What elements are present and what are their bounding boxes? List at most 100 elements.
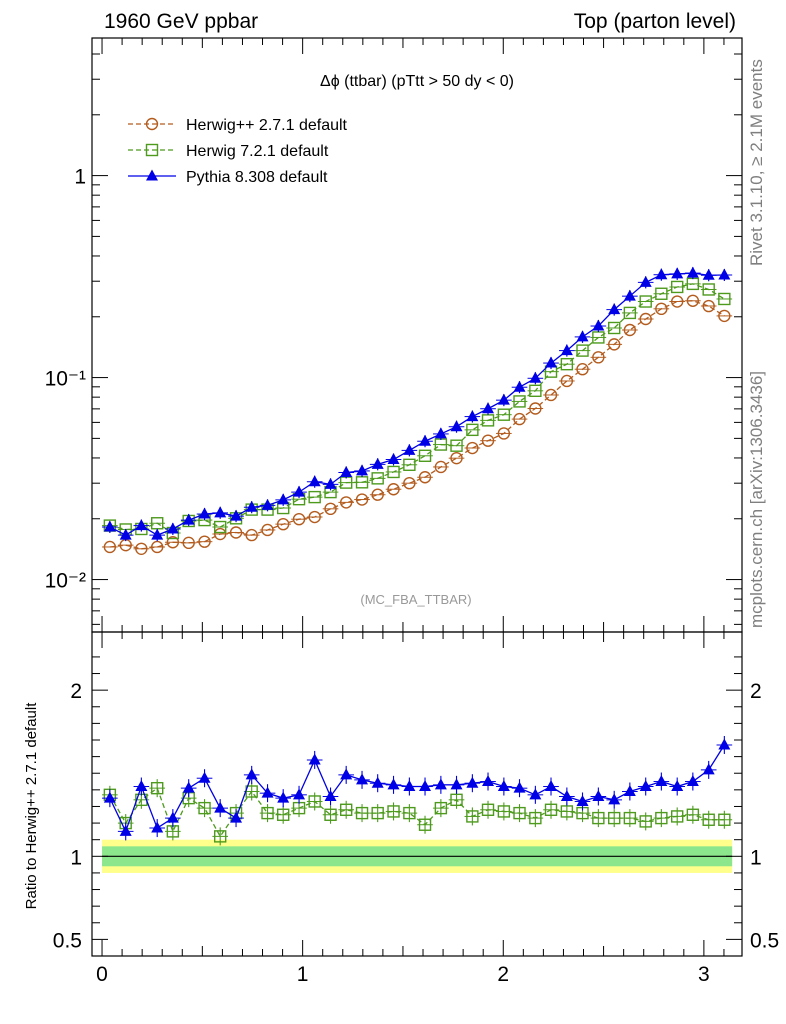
data-point-0-16 (355, 493, 369, 506)
data-point-2-7 (214, 506, 227, 518)
data-point-2-15 (340, 465, 353, 477)
x-tick-label-0: 0 (96, 963, 108, 986)
data-point-1-29 (560, 357, 574, 371)
data-point-0-0 (103, 540, 117, 554)
ratio-point-0-14 (324, 808, 337, 821)
data-point-0-7 (213, 527, 227, 541)
ratio-y-axis-label: Ratio to Herwig++ 2.7.1 default (23, 702, 40, 910)
data-point-2-37 (686, 266, 699, 278)
data-point-0-12 (292, 512, 306, 526)
ratio-point-0-28 (544, 803, 558, 816)
data-point-0-31 (592, 351, 605, 364)
data-point-2-34 (639, 275, 652, 287)
chart-title: Δϕ (ttbar) (pTtt > 50 dy < 0) (320, 73, 514, 90)
data-point-0-37 (686, 294, 700, 307)
ratio-point-1-24 (482, 775, 495, 787)
data-point-0-17 (371, 488, 384, 501)
data-point-1-17 (371, 472, 384, 485)
data-point-1-13 (308, 490, 321, 504)
ratio-axis-ticks: 0.5 0.5 1 1 2 2 0 1 2 3 (53, 632, 779, 986)
ratio-point-1-0 (103, 791, 116, 803)
ratio-point-1-5 (182, 781, 195, 793)
ratio-point-1-25 (497, 780, 510, 792)
ratio-point-1-13 (308, 753, 321, 765)
x-tick-label-2: 2 (497, 963, 509, 986)
ratio-point-0-11 (276, 808, 290, 821)
legend-label-1: Herwig 7.2.1 default (186, 143, 329, 160)
data-point-1-36 (671, 280, 684, 294)
data-point-0-14 (324, 502, 337, 516)
data-point-2-19 (403, 443, 416, 455)
ratio-point-0-23 (466, 810, 479, 823)
ratio-point-1-22 (450, 778, 463, 790)
legend-label-0: Herwig++ 2.7.1 default (186, 117, 348, 134)
data-point-0-35 (655, 302, 668, 316)
data-point-1-35 (655, 287, 668, 300)
data-point-1-39 (718, 292, 731, 306)
ratio-point-1-20 (419, 780, 432, 792)
ratio-point-0-15 (339, 803, 353, 816)
ratio-y-tick-label-left-1: 1 (70, 846, 82, 869)
data-point-0-23 (466, 441, 479, 455)
ratio-point-1-15 (340, 768, 353, 780)
data-point-2-28 (545, 356, 558, 368)
ratio-point-1-1 (119, 824, 132, 836)
ratio-point-0-39 (718, 813, 731, 826)
ratio-point-1-28 (545, 780, 558, 792)
data-point-0-28 (544, 388, 558, 402)
ratio-point-1-29 (560, 789, 573, 801)
ratio-point-0-32 (608, 811, 621, 825)
ratio-point-0-17 (371, 806, 384, 820)
legend-marker-0 (145, 117, 159, 131)
x-tick-label-1: 1 (297, 963, 309, 986)
ratio-point-1-39 (718, 738, 731, 750)
rivet-version-label: Rivet 3.1.10, ≥ 2.1M events (747, 59, 766, 266)
data-point-2-3 (151, 528, 164, 540)
main-plot-area (102, 266, 733, 555)
data-point-2-38 (702, 268, 715, 280)
ratio-point-0-27 (529, 811, 542, 825)
ratio-point-0-16 (355, 806, 369, 820)
data-point-0-1 (119, 538, 132, 552)
ratio-point-1-35 (655, 775, 668, 787)
data-point-0-27 (529, 402, 542, 415)
data-point-2-12 (293, 485, 306, 497)
data-point-2-1 (119, 528, 132, 540)
data-point-2-39 (718, 268, 731, 280)
data-point-0-13 (308, 510, 321, 524)
energy-label: 1960 GeV ppbar (104, 10, 258, 33)
data-point-0-34 (639, 312, 652, 326)
data-point-1-20 (418, 449, 432, 462)
data-point-2-36 (671, 267, 684, 279)
data-point-1-22 (450, 439, 463, 452)
ratio-point-1-19 (403, 780, 416, 792)
data-point-0-2 (135, 542, 148, 555)
ratio-point-1-27 (529, 788, 542, 800)
data-point-2-6 (198, 507, 211, 519)
ratio-point-0-29 (560, 805, 574, 818)
ratio-point-1-26 (513, 781, 526, 793)
data-point-1-33 (623, 306, 637, 320)
data-point-0-29 (560, 374, 574, 388)
ratio-point-1-3 (151, 821, 164, 833)
legend: Herwig++ 2.7.1 default Herwig 7.2.1 defau… (128, 117, 348, 186)
data-point-0-4 (166, 536, 180, 549)
data-point-2-25 (497, 393, 510, 405)
data-point-0-33 (623, 323, 637, 337)
data-point-2-30 (576, 330, 589, 342)
data-point-1-24 (481, 414, 495, 427)
ratio-y-tick-label-right-1: 1 (750, 846, 762, 869)
data-point-0-20 (418, 471, 432, 484)
main-panel: 10⁻²10⁻¹1 Δϕ (ttbar) (pTtt > 50 dy < 0) … (45, 37, 743, 633)
ratio-point-1-11 (277, 791, 290, 803)
ratio-point-0-38 (702, 813, 715, 826)
data-point-1-7 (213, 520, 227, 534)
ratio-point-1-12 (293, 788, 306, 800)
ratio-y-tick-label-left-2: 2 (70, 680, 82, 703)
data-point-2-18 (387, 453, 400, 465)
data-point-0-11 (276, 517, 290, 531)
data-point-1-27 (529, 384, 542, 398)
data-point-0-3 (151, 540, 164, 554)
ratio-point-1-6 (198, 771, 211, 783)
